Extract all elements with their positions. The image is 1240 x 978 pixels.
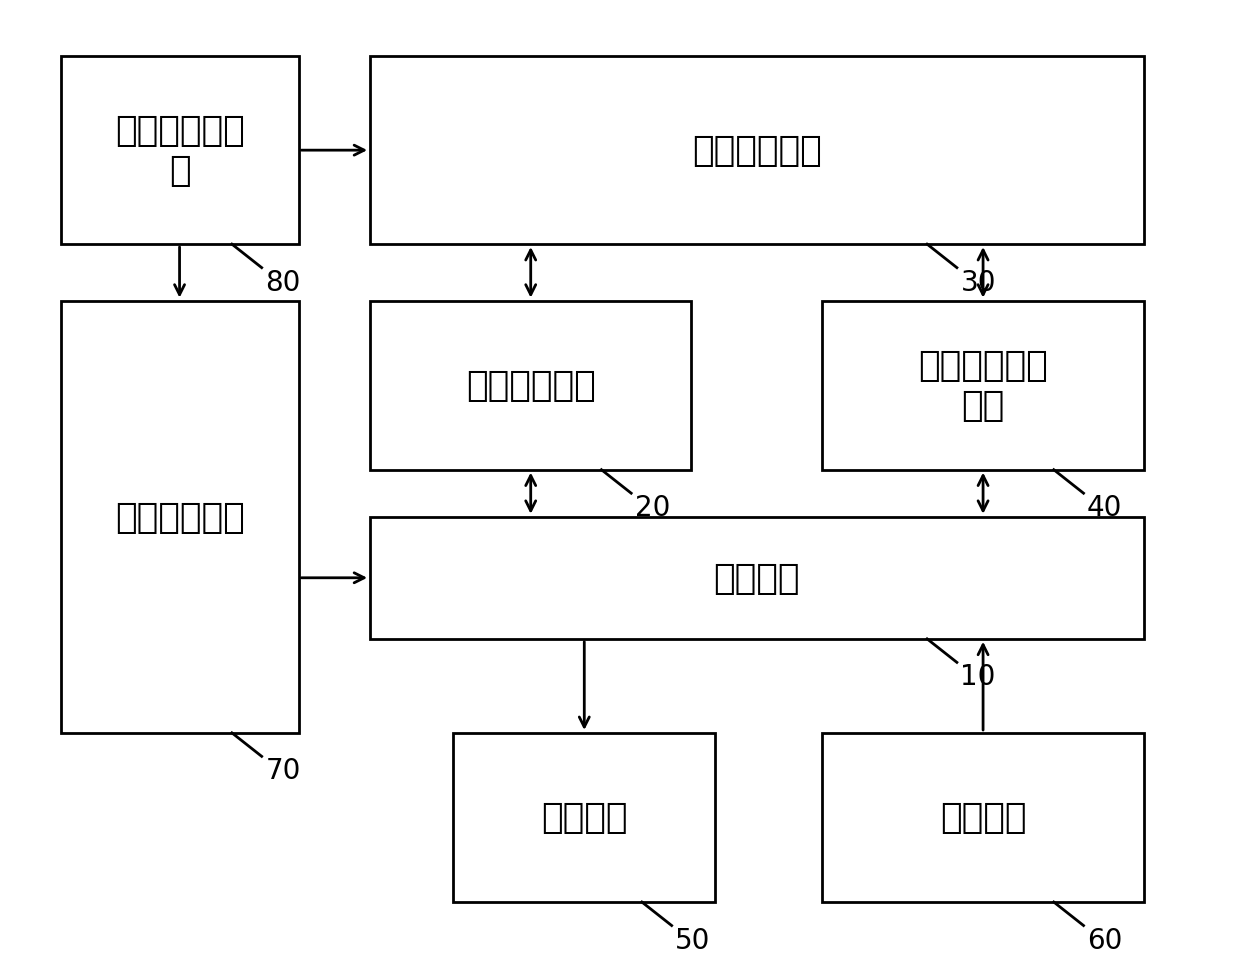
Text: 按键电路: 按键电路 [940,801,1027,834]
Text: 70: 70 [265,757,300,784]
Text: 20: 20 [635,494,670,521]
Text: 60: 60 [1087,925,1122,954]
Text: 电流反馈调节
电路: 电流反馈调节 电路 [918,349,1048,422]
Text: 功率输出电路: 功率输出电路 [692,134,822,168]
Text: 10: 10 [961,663,996,690]
Text: 主控电路: 主控电路 [714,561,800,596]
Text: 显示电路: 显示电路 [541,801,627,834]
Text: 40: 40 [1087,494,1122,521]
Bar [370,517,1143,640]
Text: 交流转直流电
路: 交流转直流电 路 [114,114,244,188]
Text: 80: 80 [265,268,300,296]
Text: 电压电源电路: 电压电源电路 [114,500,244,534]
Bar [822,301,1143,470]
Bar [61,57,299,244]
Bar [370,57,1143,244]
Text: 电流保护电路: 电流保护电路 [466,369,595,403]
Bar [822,734,1143,902]
Bar [454,734,715,902]
Text: 50: 50 [676,925,711,954]
Text: 30: 30 [961,268,996,296]
Bar [61,301,299,734]
Bar [370,301,692,470]
